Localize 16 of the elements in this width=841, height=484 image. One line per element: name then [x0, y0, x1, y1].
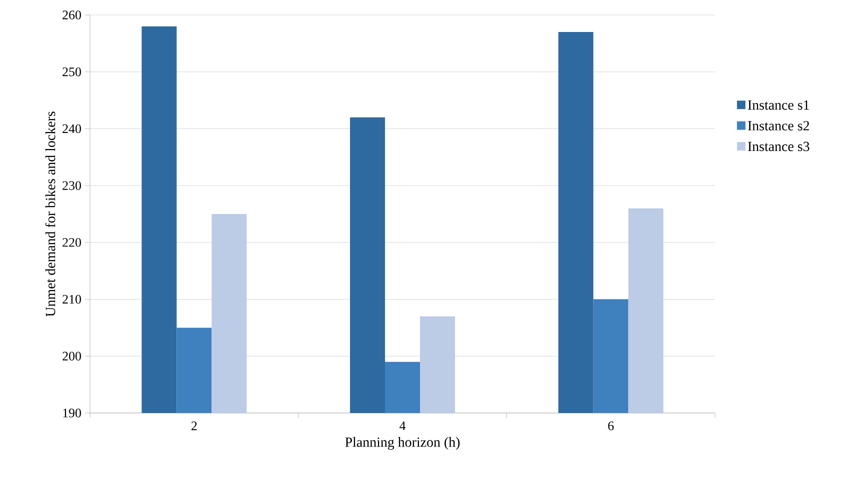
legend-label: Instance s2: [748, 121, 810, 130]
y-tick-label: 210: [62, 294, 81, 304]
legend-label: Instance s1: [748, 100, 809, 110]
y-tick-label: 190: [63, 408, 81, 418]
y-tick-label: 220: [62, 238, 81, 247]
y-tick-label: 250: [62, 67, 81, 76]
x-tick-label: 4: [400, 422, 406, 430]
legend-label: Instance s3: [748, 142, 810, 152]
y-tick-label: 200: [62, 352, 81, 361]
x-tick-label: 6: [608, 422, 614, 430]
y-tick-label: 260: [62, 10, 81, 20]
y-tick-label: 240: [62, 124, 81, 134]
y-tick-label: 230: [62, 181, 81, 190]
y-axis-title: Unmet demand for bikes and lockers: [45, 112, 56, 317]
x-tick-label: 2: [191, 422, 197, 430]
x-axis-title: Planning horizon (h): [345, 437, 460, 450]
